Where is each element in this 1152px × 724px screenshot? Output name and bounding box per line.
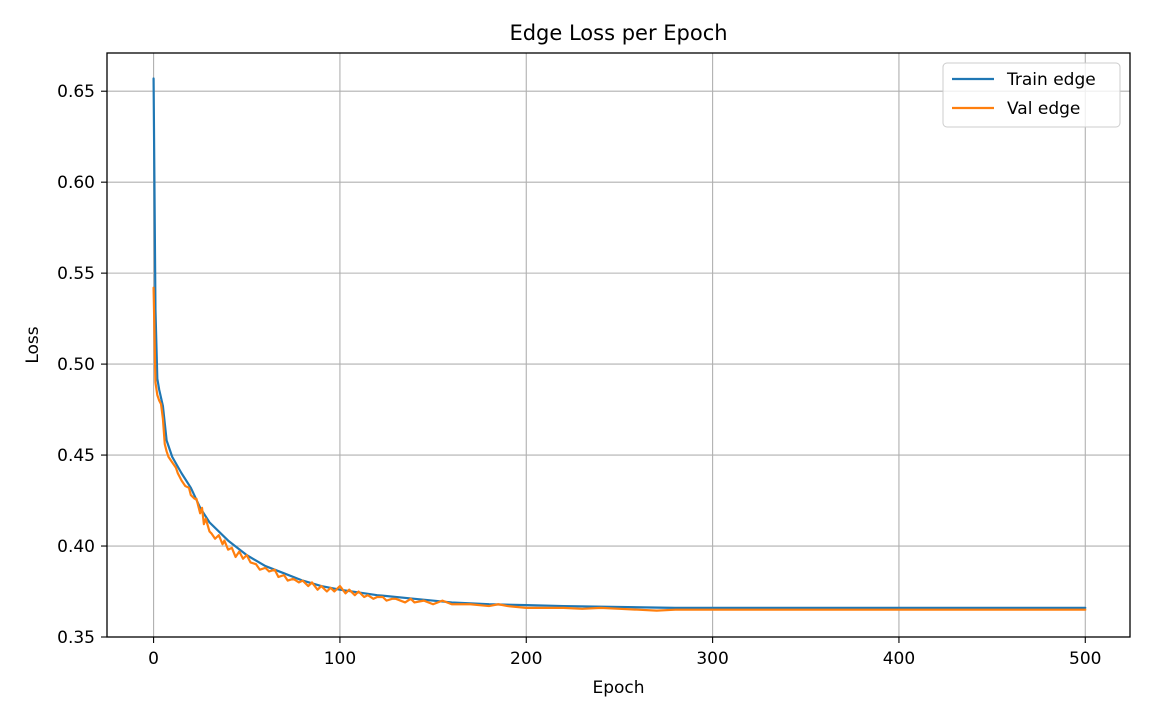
chart-title: Edge Loss per Epoch bbox=[509, 21, 727, 45]
x-axis-label: Epoch bbox=[592, 678, 644, 698]
legend: Train edge Val edge bbox=[942, 62, 1121, 128]
y-tick-label: 0.60 bbox=[57, 173, 95, 193]
series-line-val-edge bbox=[152, 286, 1087, 612]
y-tick-label: 0.55 bbox=[57, 264, 95, 284]
y-tick-label: 0.50 bbox=[57, 355, 95, 375]
ticks: 0 100 200 300 400 500 0.35 0.40 0.45 0.50 0.55 0.60… bbox=[57, 82, 1101, 669]
x-tick-label: 200 bbox=[510, 649, 542, 669]
plot-frame bbox=[106, 52, 1131, 638]
y-tick-label: 0.40 bbox=[57, 537, 95, 557]
y-tick-label: 0.65 bbox=[57, 82, 95, 102]
series-layer bbox=[152, 77, 1087, 612]
x-tick-label: 500 bbox=[1069, 649, 1101, 669]
y-tick-label: 0.45 bbox=[57, 446, 95, 466]
x-tick-label: 300 bbox=[696, 649, 728, 669]
y-axis-label: Loss bbox=[23, 326, 43, 363]
legend-label-val-edge: Val edge bbox=[1007, 99, 1080, 119]
x-tick-label: 400 bbox=[883, 649, 915, 669]
y-tick-label: 0.35 bbox=[57, 628, 95, 648]
x-tick-label: 100 bbox=[324, 649, 356, 669]
legend-label-train-edge: Train edge bbox=[1006, 70, 1096, 90]
x-tick-label: 0 bbox=[148, 649, 159, 669]
